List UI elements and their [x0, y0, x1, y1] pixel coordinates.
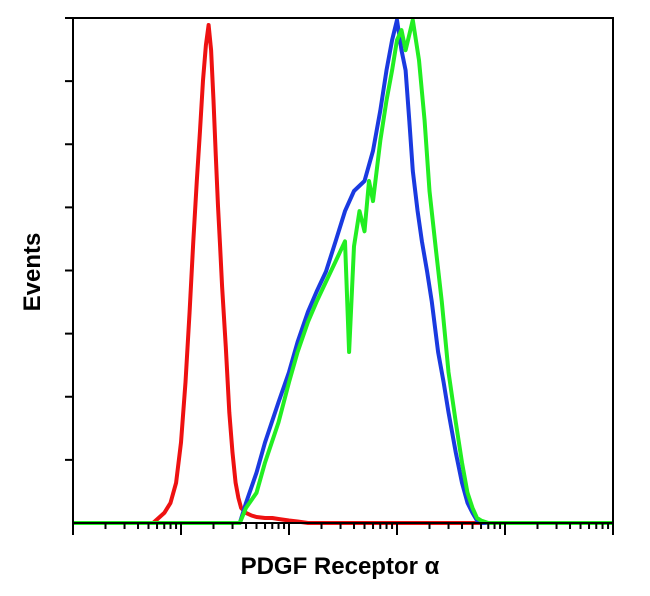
tick-marks	[65, 17, 614, 535]
y-axis-title: Events	[19, 233, 46, 312]
series-line-1	[73, 23, 613, 525]
plot-frame	[72, 17, 614, 524]
x-axis-title: PDGF Receptor α	[241, 553, 440, 580]
series-layer	[73, 18, 613, 525]
series-line-2	[73, 18, 613, 525]
series-line-3	[73, 18, 613, 525]
